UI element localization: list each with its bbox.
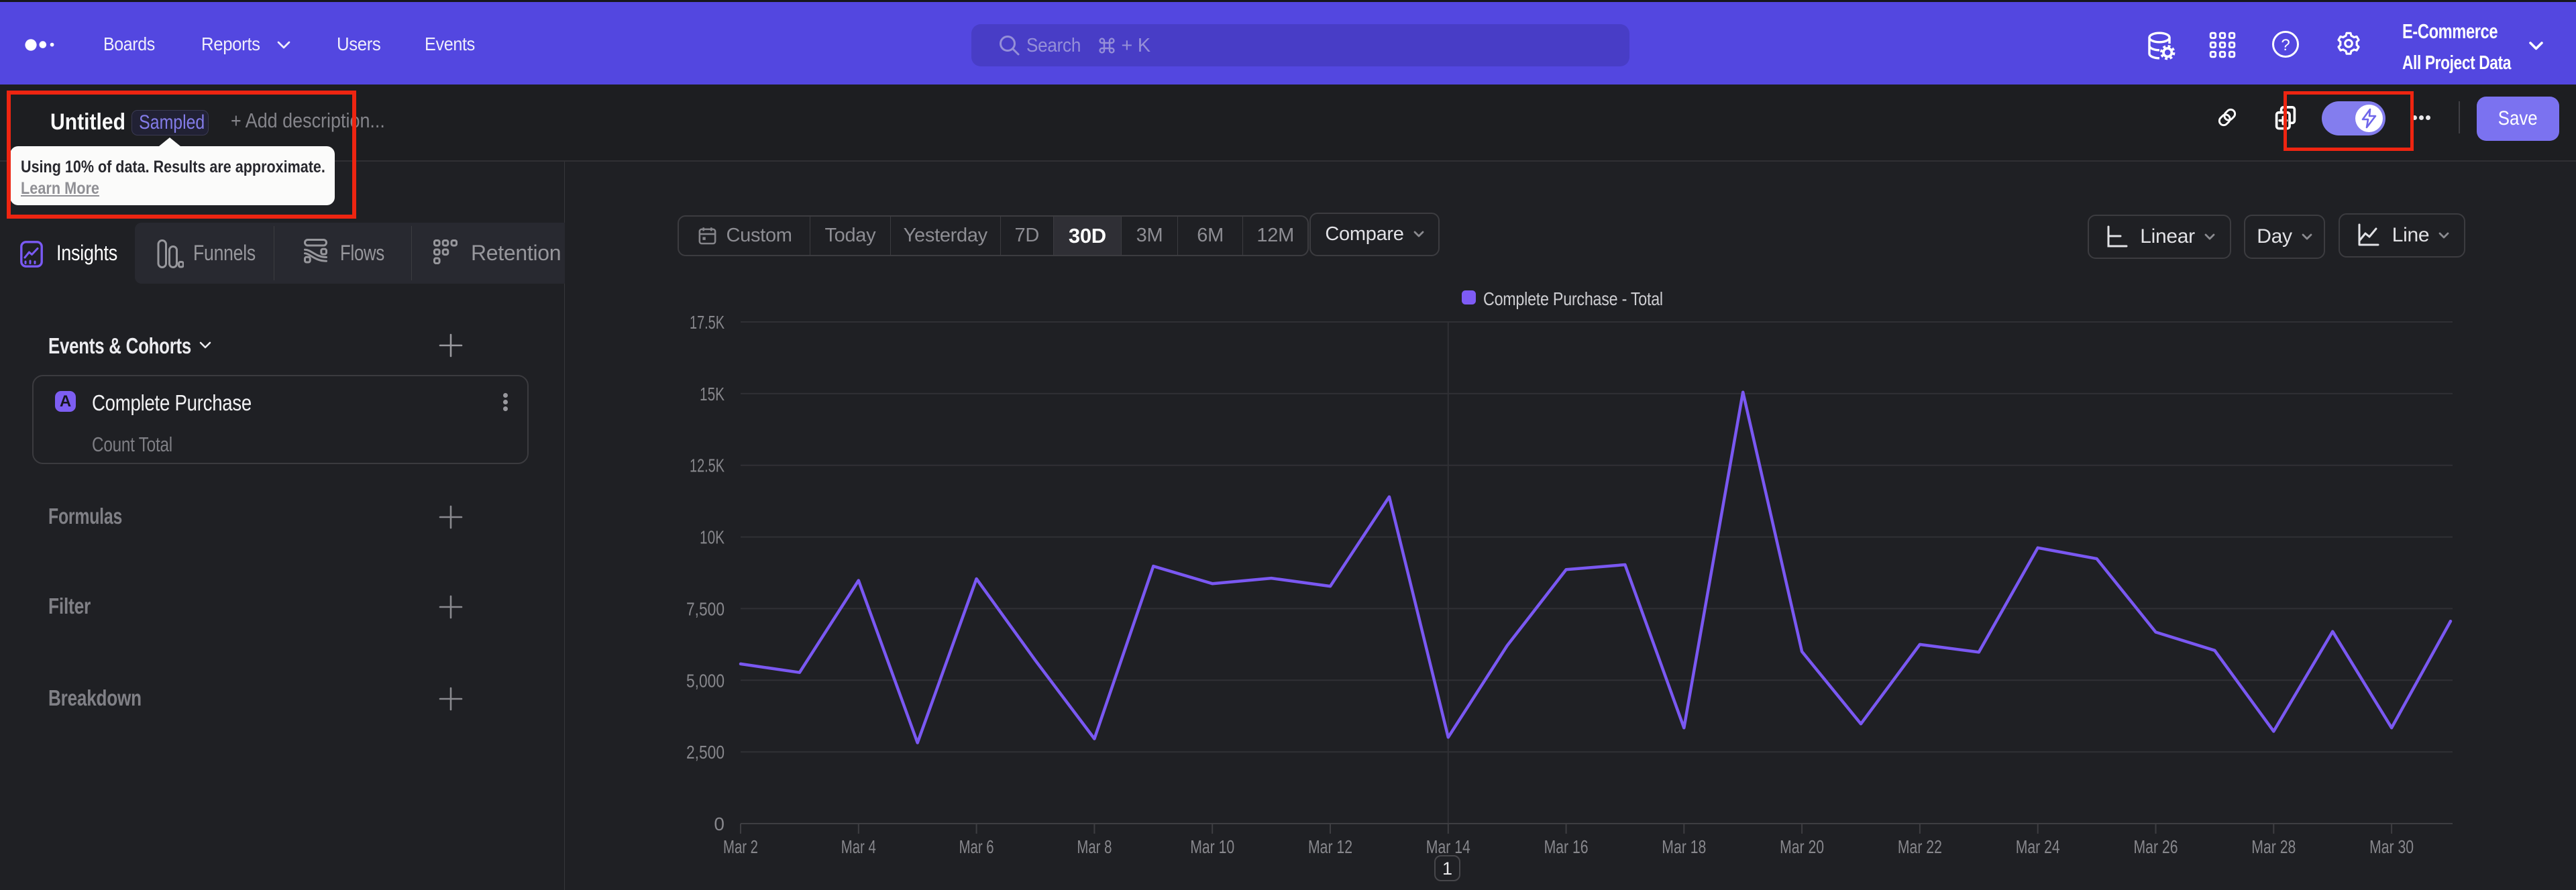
svg-text:?: ? [2281, 36, 2290, 54]
svg-text:Mar 22: Mar 22 [1898, 836, 1942, 857]
svg-text:Mar 6: Mar 6 [959, 836, 994, 857]
svg-text:Mar 16: Mar 16 [1544, 836, 1589, 857]
svg-text:Mar 20: Mar 20 [1780, 836, 1824, 857]
svg-text:0: 0 [714, 814, 724, 834]
svg-text:2,500: 2,500 [686, 742, 724, 763]
svg-text:Mar 10: Mar 10 [1190, 836, 1234, 857]
svg-text:Mar 14: Mar 14 [1426, 836, 1470, 857]
svg-text:Mar 30: Mar 30 [2369, 836, 2414, 857]
svg-text:10K: 10K [700, 527, 724, 548]
svg-text:Mar 28: Mar 28 [2251, 836, 2296, 857]
svg-text:12.5K: 12.5K [690, 455, 724, 476]
svg-text:Mar 8: Mar 8 [1077, 836, 1112, 857]
svg-text:Mar 18: Mar 18 [1662, 836, 1706, 857]
svg-text:Mar 12: Mar 12 [1308, 836, 1352, 857]
svg-text:Mar 26: Mar 26 [2134, 836, 2178, 857]
svg-text:Mar 2: Mar 2 [723, 836, 758, 857]
svg-text:17.5K: 17.5K [690, 312, 724, 333]
svg-text:Mar 24: Mar 24 [2016, 836, 2060, 857]
svg-text:Mar 4: Mar 4 [841, 836, 876, 857]
svg-text:5,000: 5,000 [686, 670, 724, 691]
svg-text:15K: 15K [700, 384, 724, 404]
svg-text:7,500: 7,500 [686, 598, 724, 619]
